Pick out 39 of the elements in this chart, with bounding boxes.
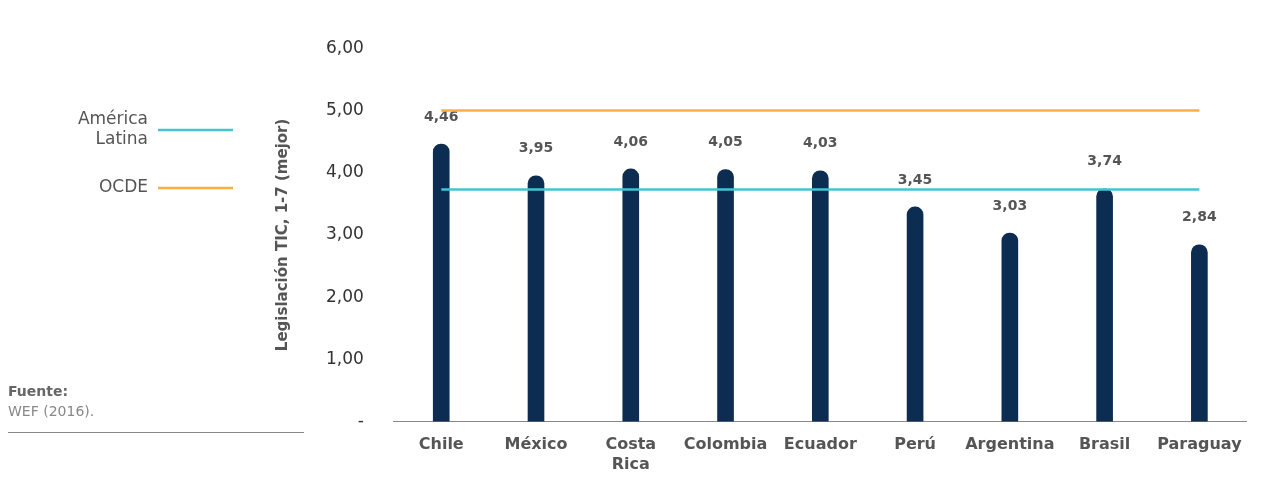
- bar: [432, 143, 450, 422]
- y-tick-label: -: [357, 410, 364, 431]
- bar: [906, 206, 924, 422]
- x-tick-label: Colombia: [683, 434, 768, 454]
- data-label: 3,45: [897, 170, 933, 187]
- x-tick-label: Brasil: [1078, 434, 1131, 454]
- x-tick-label: Chile: [418, 434, 464, 454]
- x-tick-label: Paraguay: [1157, 434, 1243, 454]
- y-tick-label: 4,00: [325, 161, 364, 182]
- data-label: 4,46: [423, 107, 459, 124]
- y-tick-label: 5,00: [325, 98, 364, 119]
- y-tick-label: 1,00: [325, 347, 364, 368]
- legend-label: OCDE: [98, 176, 148, 197]
- y-tick-label: 6,00: [325, 36, 364, 57]
- x-tick-label: Argentina: [965, 434, 1055, 454]
- x-tick-label: Costa Rica: [605, 434, 657, 473]
- bar: [1191, 244, 1208, 422]
- data-label: 4,03: [803, 134, 838, 151]
- x-tick-label: México: [504, 434, 568, 454]
- data-label: 4,06: [613, 132, 649, 149]
- data-label: 4,05: [708, 133, 743, 150]
- bar: [1001, 232, 1019, 422]
- bar: [811, 170, 829, 422]
- bar: [717, 169, 734, 422]
- y-tick-label: 3,00: [325, 223, 364, 244]
- y-axis-title: Legislación TIC, 1-7 (mejor): [272, 118, 291, 352]
- bar: [622, 168, 640, 422]
- x-tick-label: Perú: [894, 434, 936, 454]
- bar: [527, 175, 545, 422]
- x-tick-label: Ecuador: [783, 434, 857, 454]
- legend-label: América Latina: [77, 108, 148, 149]
- bar: [1096, 188, 1113, 422]
- source-note: Fuente:: [8, 382, 69, 399]
- y-tick-label: 2,00: [325, 285, 364, 306]
- data-label: 3,03: [992, 196, 1028, 213]
- text: WEF (2016).: [8, 402, 95, 419]
- data-label: 3,74: [1087, 152, 1123, 169]
- data-label: 2,84: [1182, 208, 1217, 225]
- data-label: 3,95: [518, 139, 554, 156]
